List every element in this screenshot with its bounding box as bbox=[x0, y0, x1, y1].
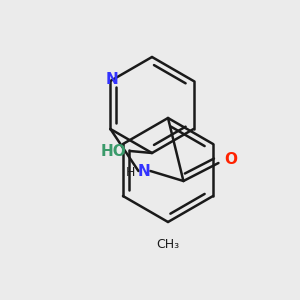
Text: CH₃: CH₃ bbox=[156, 238, 180, 251]
Text: HO: HO bbox=[101, 143, 127, 158]
Text: O: O bbox=[224, 152, 237, 166]
Text: H: H bbox=[126, 167, 135, 179]
Text: N: N bbox=[106, 73, 119, 88]
Text: N: N bbox=[138, 164, 151, 178]
